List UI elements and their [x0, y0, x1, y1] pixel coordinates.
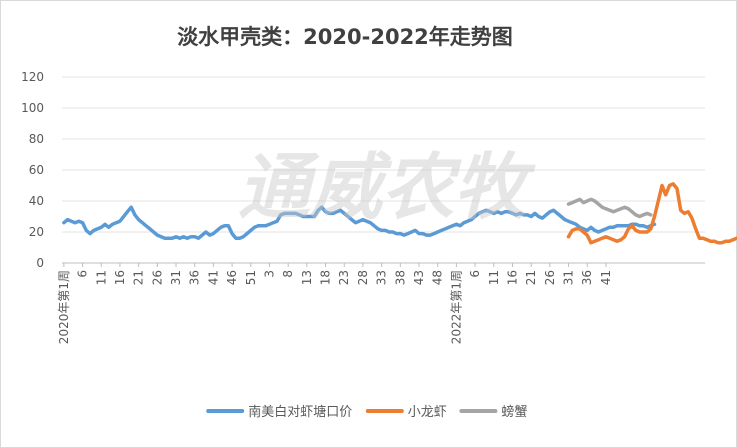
x-tick-label: 31 — [169, 270, 183, 285]
x-tick-label: 26 — [150, 270, 164, 285]
x-tick-label: 16 — [113, 270, 127, 285]
x-tick-label: 41 — [599, 270, 613, 285]
x-tick-label: 21 — [132, 270, 146, 285]
legend-label: 南美白对虾塘口价 — [248, 404, 352, 420]
x-tick-label: 6 — [468, 270, 482, 278]
x-tick-label: 13 — [300, 270, 314, 285]
legend-label: 小龙虾 — [408, 405, 447, 420]
series-lines — [62, 182, 737, 245]
legend: 南美白对虾塘口价 小龙虾 螃蟹 — [206, 404, 527, 420]
x-tick-label: 43 — [412, 270, 426, 285]
y-tick-label: 60 — [29, 163, 44, 177]
x-tick-label: 11 — [487, 270, 501, 285]
x-tick-label: 41 — [206, 270, 220, 285]
chart-title: 淡水甲壳类：2020-2022年走势图 — [177, 25, 513, 49]
x-tick-label: 16 — [506, 270, 520, 285]
series-line — [566, 182, 737, 245]
y-tick-label: 20 — [29, 225, 44, 239]
x-tick-label: 2022年第1周 — [449, 270, 463, 344]
x-tick-label: 6 — [76, 270, 90, 278]
x-tick-label: 28 — [356, 270, 370, 285]
x-axis-ticks: 2020年第1周 6 11 16 21 26 31 36 41 46 51 3 8 13 18 23 28 33 3… — [57, 263, 613, 344]
x-tick-label: 51 — [244, 270, 258, 285]
x-tick-label: 38 — [393, 270, 407, 285]
x-tick-label: 26 — [543, 270, 557, 285]
x-tick-label: 48 — [431, 270, 445, 285]
series-line — [566, 197, 653, 219]
y-axis-ticks: 0 20 40 60 80 100 120 — [21, 70, 44, 270]
x-tick-label: 21 — [524, 270, 538, 285]
y-tick-label: 80 — [29, 132, 44, 146]
series-line — [62, 205, 657, 240]
x-tick-label: 23 — [337, 270, 351, 285]
x-tick-label: 31 — [562, 270, 576, 285]
x-tick-label: 18 — [319, 270, 333, 285]
x-tick-label: 8 — [281, 270, 295, 278]
y-tick-label: 0 — [36, 256, 44, 270]
legend-label: 螃蟹 — [501, 404, 527, 420]
y-tick-label: 120 — [21, 70, 44, 84]
x-tick-label: 46 — [225, 270, 239, 285]
y-tick-label: 100 — [21, 101, 44, 115]
x-tick-label: 33 — [375, 270, 389, 285]
x-tick-label: 11 — [94, 270, 108, 285]
x-tick-label: 36 — [188, 270, 202, 285]
x-tick-label: 2020年第1周 — [57, 270, 71, 344]
x-tick-label: 3 — [263, 270, 277, 278]
x-tick-label: 36 — [580, 270, 594, 285]
watermark-logo: 通威农牧 — [238, 145, 536, 229]
y-tick-label: 40 — [29, 194, 44, 208]
